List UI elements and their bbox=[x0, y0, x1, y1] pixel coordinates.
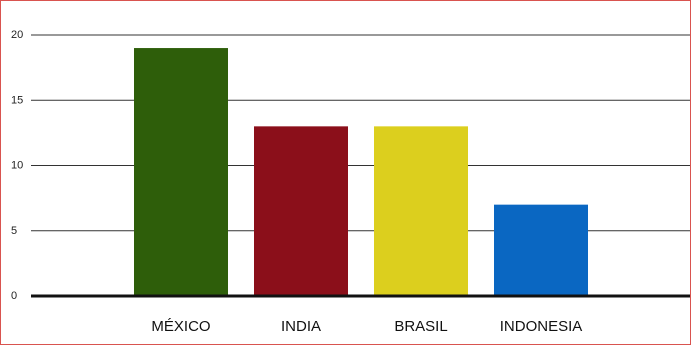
bar-mexico bbox=[134, 48, 228, 296]
x-category-label: INDIA bbox=[281, 318, 321, 335]
x-category-label: INDONESIA bbox=[500, 318, 583, 335]
y-tick-label: 20 bbox=[11, 29, 23, 41]
bar-india bbox=[254, 126, 348, 296]
bars bbox=[134, 48, 588, 296]
x-category-label: MÉXICO bbox=[151, 318, 210, 335]
x-category-label: BRASIL bbox=[394, 318, 447, 335]
bar-brasil bbox=[374, 126, 468, 296]
gridlines bbox=[31, 34, 690, 232]
bar-indonesia bbox=[494, 204, 588, 296]
y-axis-ticks: 0 5 10 15 20 bbox=[11, 29, 23, 302]
y-tick-label: 0 bbox=[11, 290, 17, 302]
y-tick-label: 15 bbox=[11, 94, 23, 106]
y-tick-label: 10 bbox=[11, 160, 23, 172]
x-axis-labels: MÉXICO INDIA BRASIL INDONESIA bbox=[151, 318, 582, 335]
y-tick-label: 5 bbox=[11, 225, 17, 237]
